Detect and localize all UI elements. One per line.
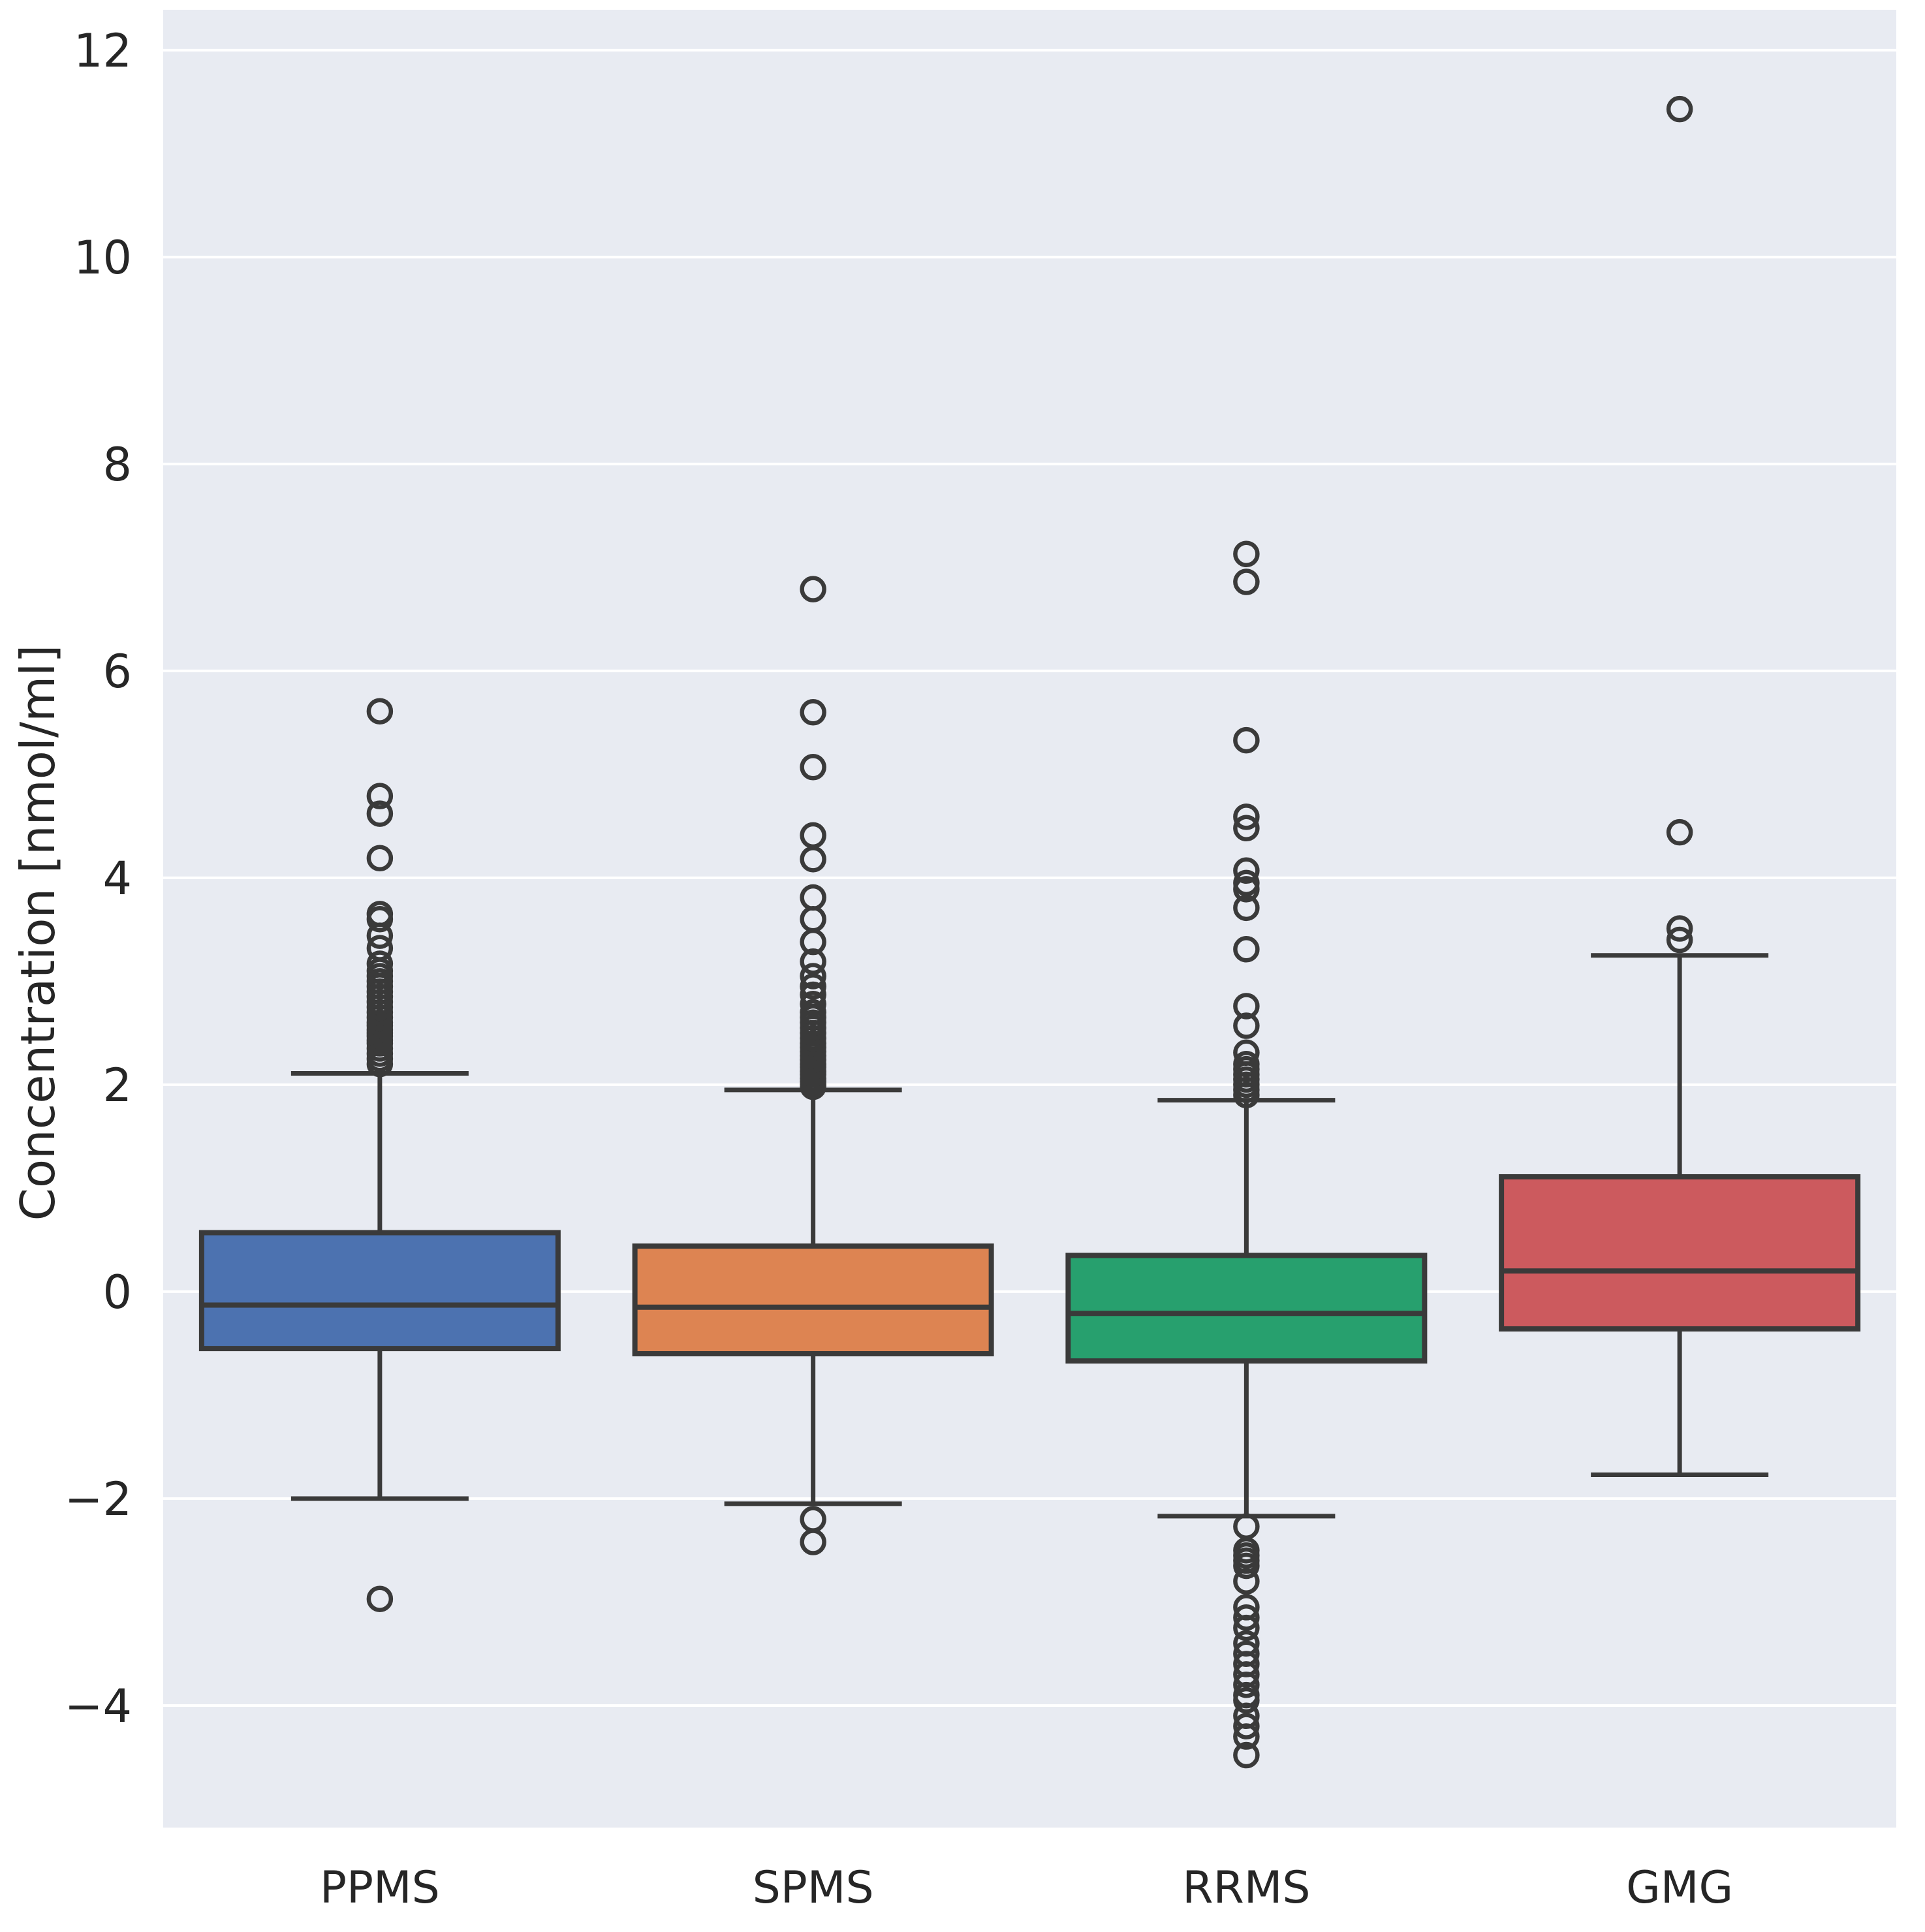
outlier-RRMS-26 — [1233, 1050, 1260, 1078]
outlier-SPMS-31 — [800, 754, 826, 781]
outlier-SPMS-20 — [800, 999, 826, 1026]
outlier-SPMS-25 — [800, 948, 826, 975]
outlier-GMG-0 — [1666, 926, 1693, 954]
outlier-SPMS-1 — [800, 1506, 826, 1533]
outlier-SPMS-22 — [800, 981, 826, 1008]
outlier-RRMS-34 — [1233, 857, 1260, 884]
outlier-RRMS-30 — [1233, 936, 1260, 963]
outlier-RRMS-10 — [1233, 1630, 1260, 1657]
x-tick-label-RRMS: RRMS — [1182, 1862, 1310, 1914]
box-RRMS — [1065, 1253, 1428, 1364]
outlier-RRMS-9 — [1233, 1640, 1260, 1667]
outlier-PPMS-28 — [366, 800, 394, 827]
outlier-PPMS-26 — [366, 901, 394, 927]
outlier-PPMS-30 — [366, 698, 394, 724]
outlier-RRMS-19 — [1233, 1513, 1260, 1540]
outlier-SPMS-32 — [800, 699, 826, 726]
outlier-RRMS-27 — [1233, 1039, 1260, 1067]
y-tick-label-10: 10 — [74, 231, 132, 285]
outlier-RRMS-0 — [1233, 1741, 1260, 1769]
outlier-RRMS-33 — [1233, 869, 1260, 897]
y-axis-label: Concentration [nmol/ml] — [10, 644, 65, 1221]
outlier-RRMS-31 — [1233, 894, 1260, 922]
outlier-RRMS-35 — [1233, 815, 1260, 842]
outlier-SPMS-28 — [800, 884, 826, 911]
outlier-SPMS-21 — [800, 991, 826, 1018]
outlier-PPMS-0 — [366, 1585, 394, 1612]
x-tick-label-GMG: GMG — [1626, 1862, 1733, 1914]
outlier-RRMS-38 — [1233, 569, 1260, 595]
outlier-RRMS-13 — [1233, 1594, 1260, 1621]
y-tick-label-0: 0 — [102, 1266, 132, 1319]
outlier-SPMS-30 — [800, 822, 826, 849]
y-tick-label-12: 12 — [74, 24, 132, 78]
plot-background — [163, 10, 1896, 1828]
y-tick-label-6: 6 — [102, 645, 132, 698]
outlier-RRMS-29 — [1233, 993, 1260, 1020]
outlier-RRMS-12 — [1233, 1604, 1260, 1631]
outlier-GMG-1 — [1666, 915, 1693, 942]
box-PPMS — [198, 1230, 561, 1352]
outlier-PPMS-23 — [366, 935, 394, 961]
y-tick-label-4: 4 — [102, 852, 132, 905]
outlier-RRMS-36 — [1233, 803, 1260, 830]
outlier-RRMS-28 — [1233, 1012, 1260, 1039]
x-tick-label-PPMS: PPMS — [320, 1862, 440, 1914]
outlier-RRMS-39 — [1233, 540, 1260, 568]
outlier-SPMS-24 — [800, 963, 826, 989]
y-tick-label--4: −4 — [65, 1679, 132, 1733]
outlier-PPMS-22 — [366, 950, 394, 977]
outlier-PPMS-27 — [366, 845, 394, 872]
outlier-SPMS-33 — [800, 576, 826, 602]
box-SPMS — [632, 1243, 994, 1357]
y-tick-label-8: 8 — [102, 438, 132, 491]
outlier-GMG-2 — [1666, 818, 1693, 846]
y-tick-label-2: 2 — [102, 1059, 132, 1112]
outlier-PPMS-29 — [366, 783, 394, 809]
outlier-GMG-3 — [1666, 95, 1693, 123]
y-tick-label--2: −2 — [65, 1472, 132, 1526]
box-GMG — [1499, 1174, 1861, 1332]
x-tick-label-SPMS: SPMS — [753, 1862, 874, 1914]
outlier-RRMS-2 — [1233, 1713, 1260, 1739]
outlier-RRMS-37 — [1233, 726, 1260, 754]
outlier-SPMS-23 — [800, 973, 826, 1000]
